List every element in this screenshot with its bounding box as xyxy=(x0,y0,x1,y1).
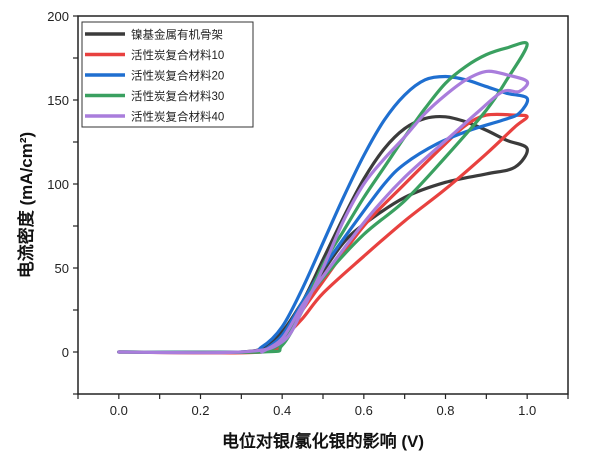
series-line-1 xyxy=(117,114,529,354)
legend-label: 活性炭复合材料20 xyxy=(131,69,224,83)
legend-label: 活性炭复合材料40 xyxy=(131,110,224,124)
x-tick-label: 1.0 xyxy=(518,403,536,418)
x-tick-label: 0.2 xyxy=(191,403,209,418)
x-tick-label: 0.6 xyxy=(355,403,373,418)
y-tick-label: 200 xyxy=(47,9,69,24)
y-tick-label: 150 xyxy=(47,93,69,108)
x-tick-label: 0.8 xyxy=(436,403,454,418)
x-axis: 0.0 0.2 0.4 0.6 0.8 1.0 xyxy=(77,394,569,418)
y-tick-label: 100 xyxy=(47,177,69,192)
y-tick-label: 50 xyxy=(55,261,69,276)
y-tick-label: 0 xyxy=(62,345,69,360)
x-tick-label: 0.4 xyxy=(273,403,291,418)
series-line-3 xyxy=(117,74,530,354)
y-axis: 0 50 100 150 200 xyxy=(47,9,78,395)
x-tick-label: 0.0 xyxy=(110,403,128,418)
curves xyxy=(117,41,530,355)
series-line-5 xyxy=(117,69,530,355)
legend-label: 活性炭复合材料30 xyxy=(131,89,224,103)
y-axis-label: 电流密度 (mA/cm²) xyxy=(16,132,36,278)
x-axis-label: 电位对银/氯化银的影响 (V) xyxy=(222,431,424,451)
series-line-2 xyxy=(117,112,529,355)
legend-label: 活性炭复合材料10 xyxy=(131,48,224,62)
legend-label: 镍基金属有机骨架 xyxy=(131,28,223,42)
